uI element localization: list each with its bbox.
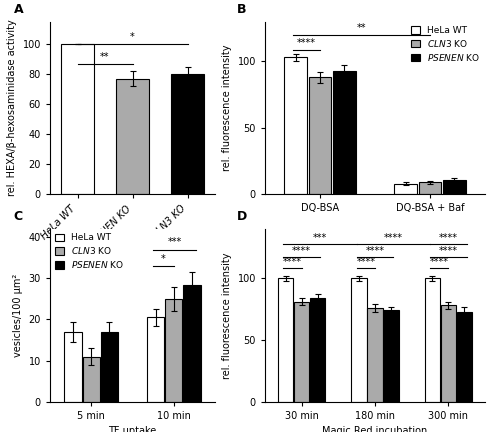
Text: ****: **** xyxy=(384,233,403,243)
Text: *: * xyxy=(130,32,135,42)
Bar xyxy=(440,305,456,402)
Y-axis label: rel. fluorescence intensity: rel. fluorescence intensity xyxy=(222,252,232,378)
Text: C: C xyxy=(14,210,23,223)
Bar xyxy=(61,44,94,194)
Bar xyxy=(165,299,182,402)
Bar xyxy=(424,278,440,402)
Bar xyxy=(308,77,332,194)
Bar xyxy=(184,285,200,402)
Text: ****: **** xyxy=(356,257,376,267)
Text: ****: **** xyxy=(430,257,448,267)
Bar xyxy=(171,74,204,194)
Bar xyxy=(82,356,100,402)
Text: ****: **** xyxy=(439,233,458,243)
Y-axis label: vesicles/100 µm²: vesicles/100 µm² xyxy=(13,274,23,357)
Bar xyxy=(442,180,466,194)
Text: D: D xyxy=(236,210,246,223)
Y-axis label: rel. fluorescence intensity: rel. fluorescence intensity xyxy=(222,45,232,171)
Text: A: A xyxy=(14,3,24,16)
Text: ****: **** xyxy=(366,246,384,256)
Text: **: ** xyxy=(356,23,366,33)
Text: ***: *** xyxy=(313,233,327,243)
Bar xyxy=(116,79,149,194)
X-axis label: TF uptake: TF uptake xyxy=(108,426,156,432)
Text: ****: **** xyxy=(283,257,302,267)
Bar xyxy=(384,311,399,402)
Bar xyxy=(284,57,308,194)
Bar xyxy=(310,298,326,402)
Bar xyxy=(147,318,164,402)
Text: ****: **** xyxy=(439,246,458,256)
Legend: HeLa WT, $CLN3$ KO, $PSENEN$ KO: HeLa WT, $CLN3$ KO, $PSENEN$ KO xyxy=(54,233,124,270)
X-axis label: Magic Red incubation: Magic Red incubation xyxy=(322,426,428,432)
Text: *: * xyxy=(161,254,166,264)
Bar xyxy=(294,302,310,402)
Legend: HeLa WT, $CLN3$ KO, $PSENEN$ KO: HeLa WT, $CLN3$ KO, $PSENEN$ KO xyxy=(411,26,480,63)
Bar xyxy=(368,308,382,402)
Y-axis label: rel. HEXA/β-hexosaminidase activity: rel. HEXA/β-hexosaminidase activity xyxy=(7,19,17,197)
Bar xyxy=(101,332,118,402)
Bar xyxy=(418,182,442,194)
Bar xyxy=(457,311,472,402)
Text: ***: *** xyxy=(168,238,181,248)
Text: ****: **** xyxy=(297,38,316,48)
Bar xyxy=(278,278,293,402)
Bar xyxy=(64,332,82,402)
Text: ****: **** xyxy=(292,246,311,256)
Text: B: B xyxy=(236,3,246,16)
Bar xyxy=(351,278,366,402)
Bar xyxy=(332,71,355,194)
Text: **: ** xyxy=(100,52,110,62)
Bar xyxy=(394,184,417,194)
